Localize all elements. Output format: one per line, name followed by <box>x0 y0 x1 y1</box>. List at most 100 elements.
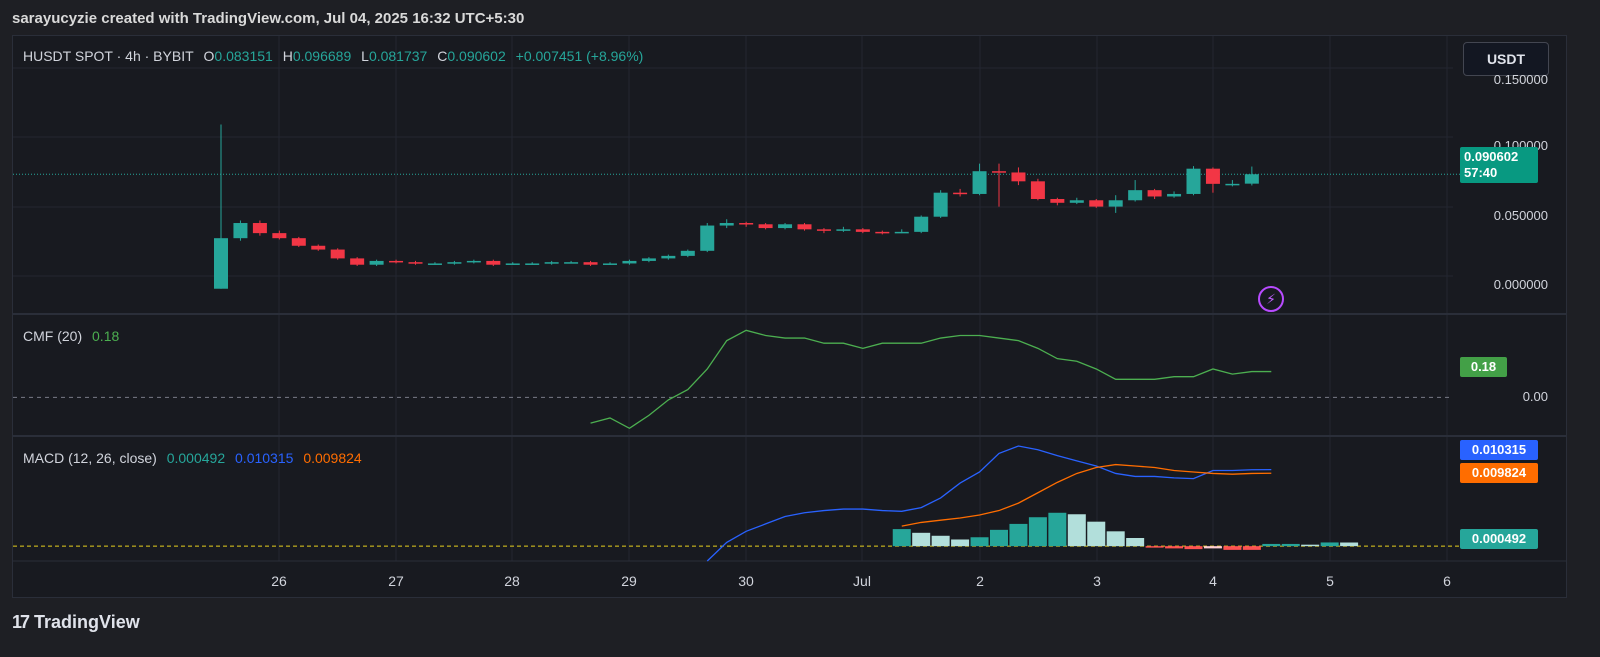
candle-body <box>272 233 287 239</box>
candle-body <box>1108 200 1123 207</box>
candle-body <box>953 192 968 195</box>
lightning-icon[interactable]: ⚡ <box>1258 286 1284 312</box>
time-tick: 2 <box>976 573 984 589</box>
candle-body <box>992 171 1006 173</box>
macd-histogram-bar <box>1126 538 1145 547</box>
chart-canvas[interactable] <box>13 36 1567 598</box>
candle-body <box>719 223 734 226</box>
candle-body <box>1011 172 1026 182</box>
candle-body <box>564 262 579 264</box>
price-tick: 0.150000 <box>1493 72 1548 87</box>
candle-body <box>972 171 987 194</box>
macd-histogram-bar <box>1340 542 1359 547</box>
candle-body <box>855 229 870 232</box>
macd-histogram-bar <box>912 532 931 547</box>
macd-histogram-bar <box>1087 521 1106 547</box>
candle-body <box>1147 190 1162 197</box>
candle-body <box>1186 168 1201 194</box>
time-tick: 30 <box>738 573 754 589</box>
close-key: C <box>437 48 448 64</box>
change-value: +0.007451 (+8.96%) <box>515 48 644 64</box>
candle-body <box>797 224 812 230</box>
candle-body <box>1050 199 1065 203</box>
candle-body <box>680 250 695 256</box>
macd-histogram-bar <box>990 529 1008 547</box>
macd-signal-value: 0.009824 <box>303 450 362 466</box>
candle-body <box>1089 200 1104 207</box>
candle-body <box>894 231 909 234</box>
macd-histogram-bar <box>1262 543 1281 547</box>
candle-body <box>1167 193 1182 197</box>
macd-line-tag: 0.010315 <box>1460 440 1538 460</box>
tradingview-brand[interactable]: 17 TradingView <box>12 612 140 633</box>
low-key: L <box>361 48 369 64</box>
close-value: 0.090602 <box>447 48 506 64</box>
macd-line <box>706 445 1272 562</box>
time-tick: 26 <box>271 573 287 589</box>
time-tick: 3 <box>1093 573 1101 589</box>
macd-histogram-bar <box>1242 546 1261 550</box>
high-key: H <box>282 48 293 64</box>
macd-histogram-bar <box>1145 546 1164 548</box>
candle-body <box>486 260 501 265</box>
macd-histogram-bar <box>1106 531 1125 547</box>
macd-histogram-bar <box>1184 546 1203 550</box>
macd-histogram-bar <box>1281 543 1300 547</box>
macd-histogram-bar <box>1320 542 1339 547</box>
candle-body <box>816 229 831 231</box>
cmf-legend: CMF (20) 0.18 <box>23 328 125 344</box>
candle-body <box>1030 181 1045 200</box>
candle-body <box>311 245 326 250</box>
macd-histogram-bar <box>970 537 989 547</box>
cmf-zero-tick: 0.00 <box>1522 389 1548 404</box>
macd-hist-value: 0.000492 <box>166 450 226 466</box>
brand-name: TradingView <box>34 612 140 632</box>
candle-body <box>233 223 248 239</box>
chart-frame[interactable]: HUSDT SPOT · 4h · BYBIT O0.083151 H0.096… <box>12 35 1567 598</box>
candle-body <box>836 229 851 231</box>
candle-body <box>544 262 559 264</box>
cmf-label[interactable]: CMF (20) <box>23 328 83 344</box>
currency-button[interactable]: USDT <box>1463 42 1549 76</box>
high-value: 0.096689 <box>292 48 352 64</box>
low-value: 0.081737 <box>368 48 428 64</box>
tradingview-logo-icon: 17 <box>12 612 30 632</box>
time-tick: 6 <box>1443 573 1451 589</box>
candle-body <box>214 238 228 289</box>
candle-body <box>1244 174 1259 184</box>
candle-body <box>389 260 404 263</box>
candle-body <box>427 263 442 265</box>
time-tick: 5 <box>1326 573 1334 589</box>
candle-body <box>933 192 948 217</box>
candle-body <box>603 263 617 265</box>
candle-body <box>641 258 656 261</box>
candle-body <box>252 223 267 234</box>
macd-histogram-bar <box>1301 544 1320 547</box>
cmf-value: 0.18 <box>92 328 120 344</box>
macd-histogram-bar <box>951 539 970 547</box>
candle-body <box>622 260 637 264</box>
time-tick: 28 <box>504 573 520 589</box>
cmf-line <box>590 329 1272 430</box>
macd-histogram-bar <box>1028 517 1047 547</box>
price-tick: 0.000000 <box>1493 277 1548 292</box>
macd-signal-line <box>901 463 1272 527</box>
last-price-value: 0.090602 <box>1464 149 1519 164</box>
macd-line-value: 0.010315 <box>235 450 294 466</box>
symbol-label[interactable]: HUSDT SPOT · 4h · BYBIT <box>23 48 194 64</box>
candle-body <box>1128 190 1143 201</box>
price-tick: 0.050000 <box>1493 208 1548 223</box>
macd-hist-tag: 0.000492 <box>1460 529 1538 549</box>
macd-label[interactable]: MACD (12, 26, close) <box>23 450 157 466</box>
macd-histogram-bar <box>892 529 911 547</box>
macd-histogram-bar <box>1048 512 1067 547</box>
candle-body <box>661 255 676 259</box>
candle-body <box>1225 183 1240 186</box>
open-value: 0.083151 <box>214 48 273 64</box>
candle-body <box>466 260 481 263</box>
time-tick: Jul <box>853 573 871 589</box>
time-tick: 27 <box>388 573 404 589</box>
candle-countdown: 57:40 <box>1464 165 1498 180</box>
candle-body <box>1205 168 1220 184</box>
candle-body <box>447 262 462 264</box>
